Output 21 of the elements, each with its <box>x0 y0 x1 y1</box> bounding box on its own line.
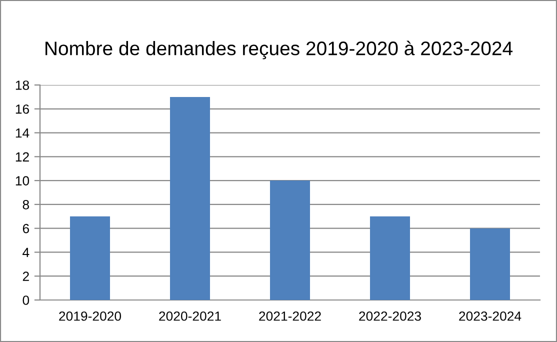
y-tick-label: 16 <box>16 104 30 114</box>
y-tick-label: 4 <box>22 248 30 258</box>
x-tick-label: 2019-2020 <box>59 311 122 321</box>
bar <box>370 216 410 300</box>
y-tick-label: 6 <box>22 224 30 234</box>
x-tick-label: 2020-2021 <box>159 311 221 321</box>
x-tick-label: 2023-2024 <box>459 311 522 321</box>
bar <box>270 180 310 300</box>
y-tick-label: 12 <box>16 152 29 162</box>
y-tick-label: 18 <box>16 80 30 90</box>
chart-title: Nombre de demandes reçues 2019-2020 à 2023-2024 <box>46 40 513 60</box>
y-tick-label: 10 <box>16 176 30 186</box>
y-tick-label: 8 <box>22 200 30 210</box>
x-tick-label: 2022-2023 <box>359 311 421 321</box>
x-tick-label: 2021-2022 <box>259 311 321 321</box>
y-tick-label: 14 <box>16 128 30 138</box>
y-tick-label: 2 <box>22 272 29 281</box>
bar <box>470 228 510 300</box>
bar <box>70 216 110 300</box>
bar <box>170 96 210 300</box>
y-tick-label: 0 <box>22 296 30 305</box>
